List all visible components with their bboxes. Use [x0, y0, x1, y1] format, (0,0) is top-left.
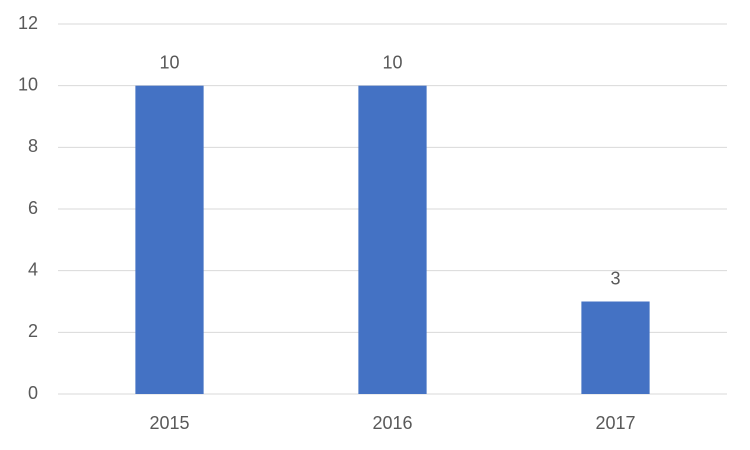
y-tick-label: 0 [28, 383, 38, 403]
bar [135, 85, 204, 395]
data-label: 3 [610, 268, 620, 288]
bar [581, 301, 650, 394]
x-tick-label: 2015 [149, 413, 189, 433]
y-tick-label: 6 [28, 198, 38, 218]
y-tick-label: 4 [28, 259, 38, 279]
data-label: 10 [382, 52, 402, 72]
y-tick-label: 8 [28, 136, 38, 156]
bar [358, 85, 427, 395]
data-label: 10 [159, 52, 179, 72]
y-tick-label: 10 [18, 74, 38, 94]
y-tick-label: 12 [18, 13, 38, 33]
x-tick-label: 2016 [372, 413, 412, 433]
y-tick-label: 2 [28, 321, 38, 341]
x-tick-label: 2017 [595, 413, 635, 433]
